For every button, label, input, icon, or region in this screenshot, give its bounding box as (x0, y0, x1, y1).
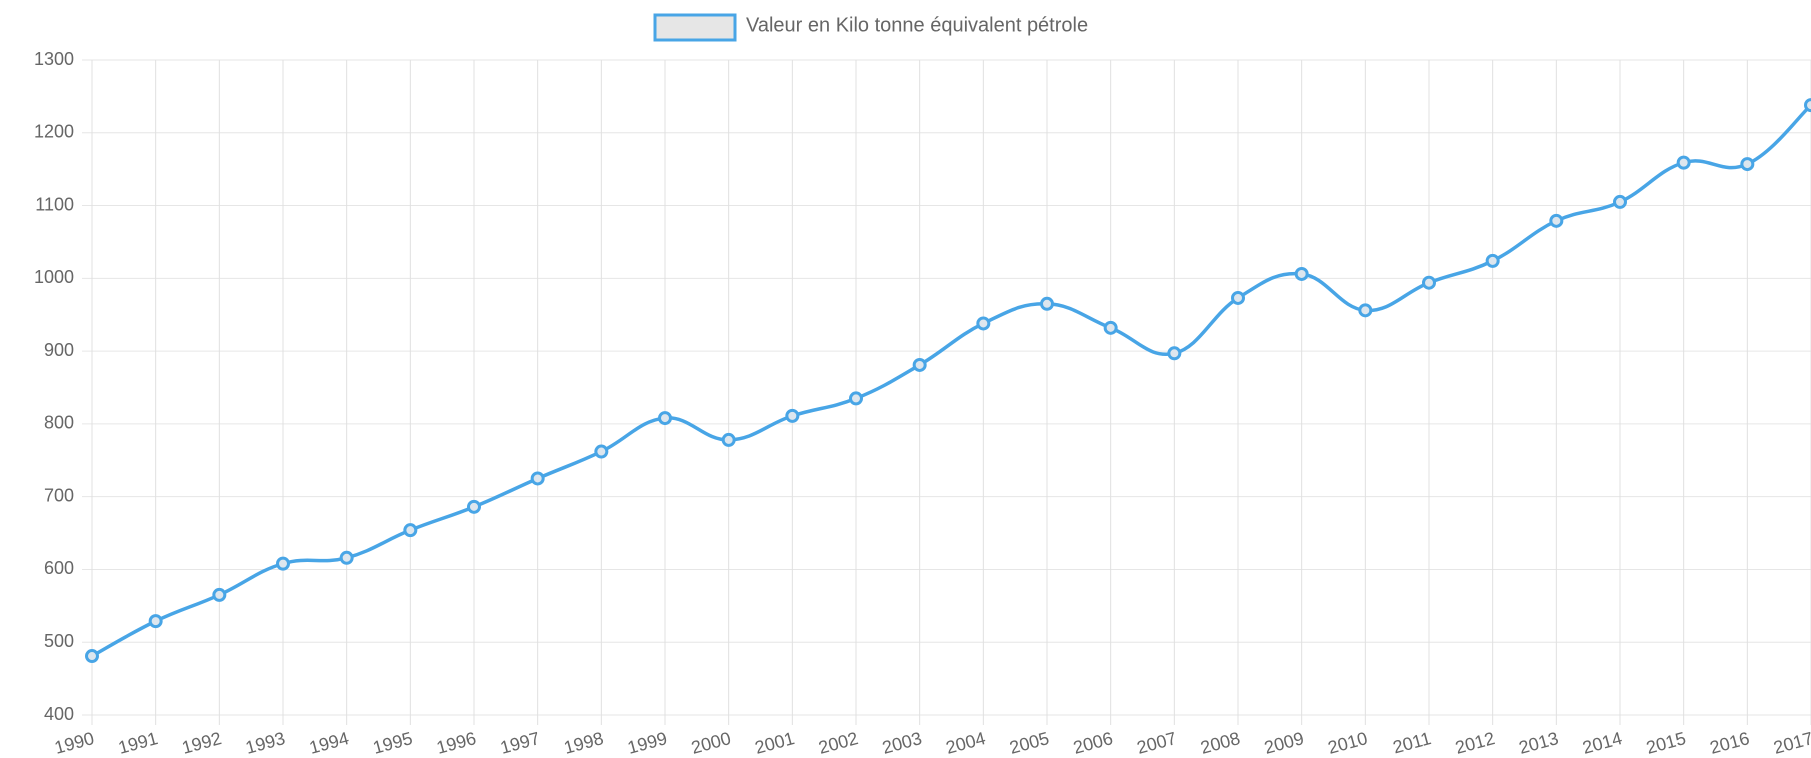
x-tick-label: 1998 (562, 728, 606, 758)
point (849, 391, 863, 406)
point (1358, 303, 1373, 318)
x-tick-label: 2014 (1580, 728, 1624, 758)
x-tick-label: 1995 (371, 728, 415, 758)
point (339, 550, 354, 565)
point (1676, 155, 1691, 170)
x-tick-label: 1999 (625, 728, 669, 758)
point (1549, 213, 1564, 228)
point (1167, 346, 1182, 361)
point (276, 556, 290, 571)
x-tick-label: 1991 (116, 728, 160, 758)
y-tick-label: 400 (44, 704, 74, 724)
y-tick-label: 1300 (34, 49, 74, 69)
point (403, 523, 418, 538)
point (594, 444, 609, 459)
x-tick-label: 1990 (52, 728, 96, 758)
x-tick-label: 1997 (498, 728, 542, 758)
point (148, 614, 163, 629)
point (212, 587, 227, 602)
x-tick-label: 2003 (880, 728, 924, 758)
y-tick-label: 900 (44, 340, 74, 360)
point (1294, 266, 1309, 281)
x-tick-label: 1992 (180, 728, 224, 758)
x-tick-label: 1996 (434, 728, 478, 758)
point (912, 357, 927, 372)
x-tick-label: 2006 (1071, 728, 1115, 758)
x-tick-label: 2013 (1517, 728, 1561, 758)
y-tick-label: 1200 (34, 122, 74, 142)
point (1422, 275, 1436, 290)
x-tick-label: 2005 (1007, 728, 1051, 758)
point (1740, 157, 1755, 172)
y-tick-label: 500 (44, 631, 74, 651)
x-tick-label: 2007 (1135, 728, 1179, 758)
point (1103, 320, 1118, 335)
point (658, 411, 672, 426)
x-tick-label: 1993 (243, 728, 287, 758)
point (85, 649, 99, 664)
point (467, 499, 481, 514)
y-tick-label: 700 (44, 485, 74, 505)
x-tick-label: 2009 (1262, 728, 1306, 758)
y-tick-label: 1100 (35, 194, 74, 214)
y-tick-label: 1000 (34, 267, 74, 287)
x-tick-label: 2017 (1771, 728, 1811, 758)
point (1231, 290, 1245, 305)
x-tick-label: 2000 (689, 728, 733, 758)
x-tick-label: 2012 (1453, 728, 1497, 758)
x-tick-label: 2011 (1391, 728, 1434, 757)
point (785, 408, 800, 423)
line (91, 103, 1811, 658)
x-tick-label: 2004 (944, 728, 988, 758)
y-tick-label: 800 (44, 413, 74, 433)
point (1804, 98, 1811, 113)
point (1040, 296, 1054, 311)
x-tick-label: 2001 (753, 728, 797, 758)
point (1485, 253, 1500, 268)
x-tick-label: 1994 (307, 728, 351, 758)
x-tick-label: 2016 (1708, 728, 1752, 758)
x-tick-label: 2010 (1326, 728, 1370, 758)
point (1613, 194, 1627, 209)
x-tick-label: 2015 (1644, 728, 1688, 758)
point (976, 316, 991, 331)
legend-label: Valeur en Kilo tonne équivalent pétrole (746, 14, 1088, 36)
legend-swatch (653, 13, 737, 42)
point (721, 432, 736, 447)
point (530, 471, 545, 486)
x-tick-label: 2008 (1198, 728, 1242, 758)
x-tick-label: 2002 (816, 728, 860, 758)
y-tick-label: 600 (44, 558, 74, 578)
